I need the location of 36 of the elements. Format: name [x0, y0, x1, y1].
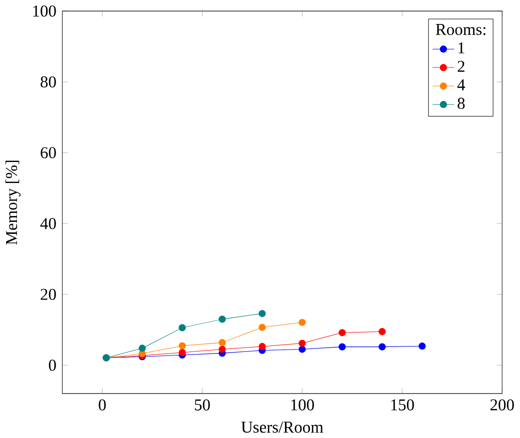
point	[338, 328, 346, 336]
legend-label: 8	[458, 98, 465, 109]
legend-label: 4	[457, 79, 466, 90]
y-axis-title: Memory [%]	[6, 160, 21, 245]
legend-title: Rooms:	[436, 24, 486, 35]
x-tick-label: 0	[98, 399, 106, 410]
legend-label: 2	[458, 60, 464, 72]
point	[218, 346, 226, 353]
y-tick-label: 0	[48, 360, 56, 371]
point	[298, 346, 306, 353]
x-axis-title: Users/Room	[241, 422, 324, 433]
y-tick-label: 60	[40, 147, 56, 158]
y-tick-label: 40	[40, 218, 56, 230]
y-tick-label: 100	[33, 5, 56, 17]
point	[298, 340, 306, 347]
x-tick-label: 100	[291, 399, 314, 410]
point	[178, 342, 186, 350]
point	[258, 324, 266, 331]
y-tick-label: 80	[40, 76, 56, 88]
point	[138, 344, 146, 352]
point	[378, 343, 386, 350]
point	[258, 342, 266, 350]
x-tick-label: 150	[391, 399, 414, 410]
point	[258, 310, 266, 317]
point	[218, 316, 226, 323]
point	[178, 324, 186, 332]
point	[378, 328, 386, 336]
point	[298, 318, 306, 326]
x-tick-label: 200	[490, 399, 514, 410]
point	[178, 348, 186, 356]
point	[338, 343, 346, 350]
point	[418, 342, 426, 350]
point	[218, 338, 226, 346]
x-tick-label: 50	[194, 399, 210, 410]
y-tick-label: 20	[40, 288, 56, 300]
legend-label: 1	[458, 42, 464, 54]
